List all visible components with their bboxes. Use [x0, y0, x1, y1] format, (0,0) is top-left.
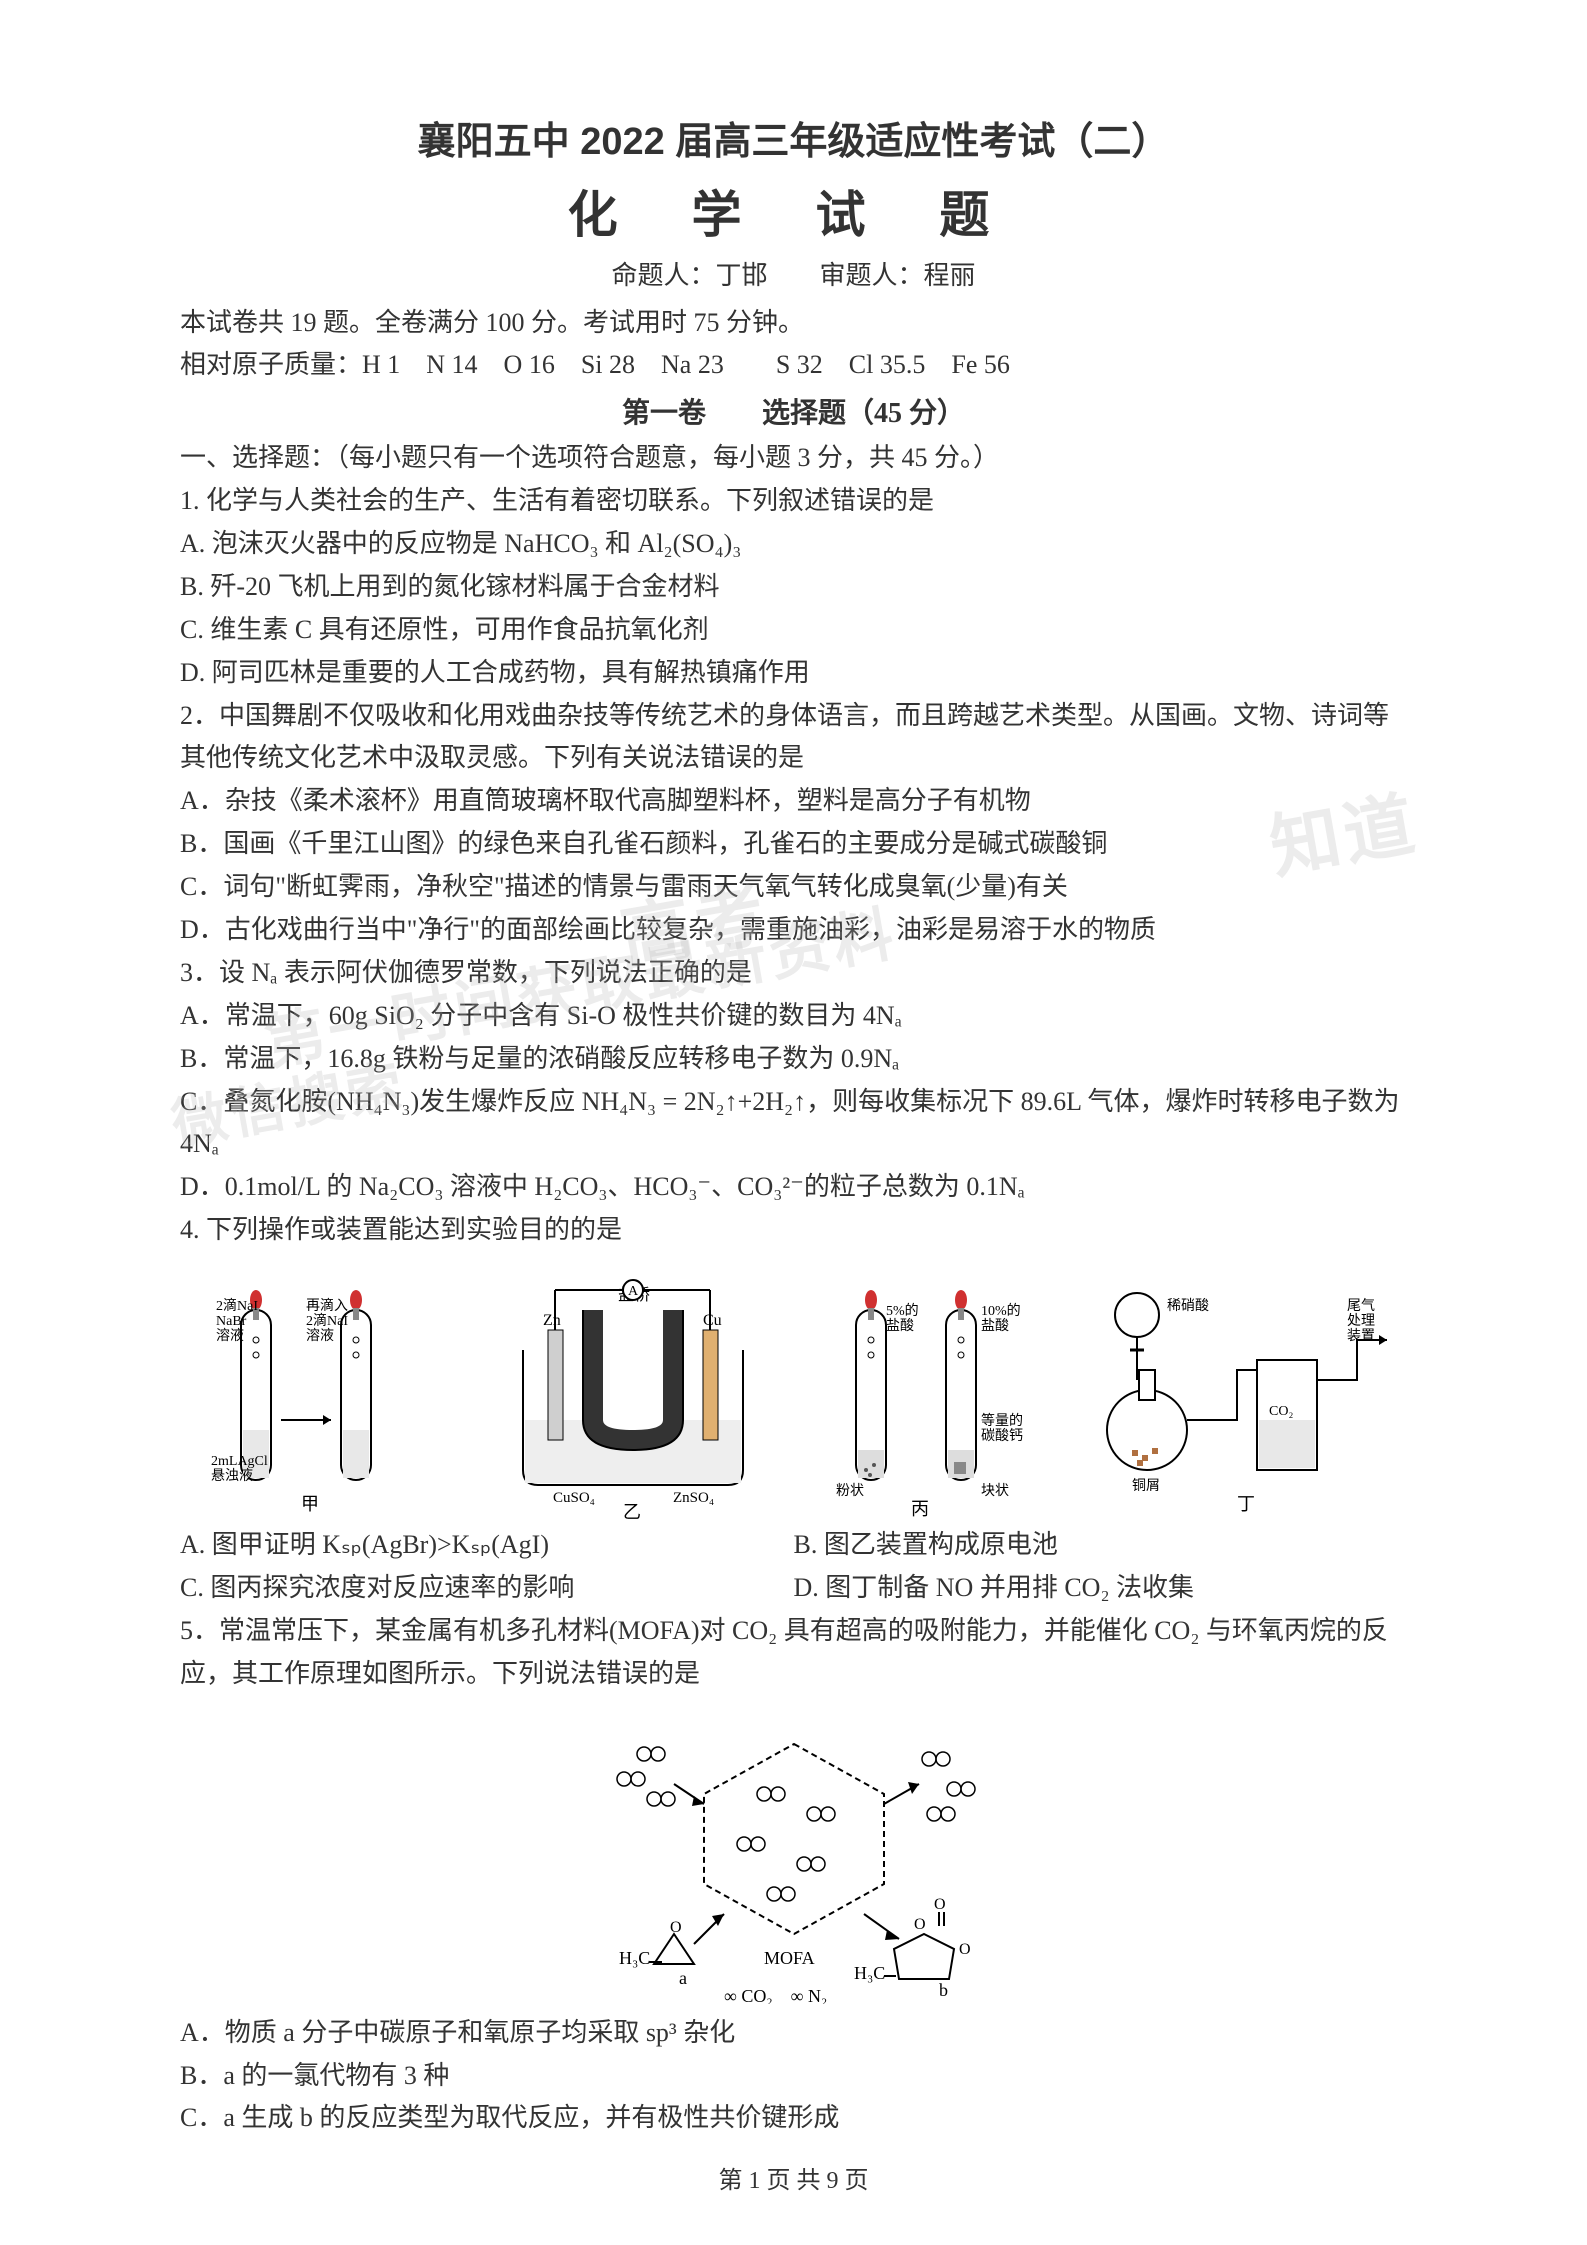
q4-option-a: A. 图甲证明 Kₛₚ(AgBr)>Kₛₚ(AgI) [180, 1524, 794, 1567]
svg-text:A: A [628, 1284, 639, 1299]
svg-text:丁: 丁 [1237, 1494, 1255, 1514]
section-instruction: 一、选择题：（每小题只有一个选项符合题意，每小题 3 分，共 45 分。） [180, 437, 1407, 480]
q4-options: A. 图甲证明 Kₛₚ(AgBr)>Kₛₚ(AgI) B. 图乙装置构成原电池 … [180, 1524, 1407, 1610]
svg-text:MOFA: MOFA [764, 1948, 815, 1968]
title-sub: 化 学 试 题 [180, 175, 1407, 247]
svg-text:再滴入: 再滴入 [306, 1297, 348, 1314]
svg-text:等量的: 等量的 [981, 1412, 1023, 1429]
q3-option-a: A．常温下，60g SiO₂ 分子中含有 Si-O 极性共价键的数目为 4Nₐ [180, 995, 1407, 1038]
meta-line-1: 本试卷共 19 题。全卷满分 100 分。考试用时 75 分钟。 [180, 302, 1407, 344]
q1-stem: 1. 化学与人类社会的生产、生活有着密切联系。下列叙述错误的是 [180, 480, 1407, 523]
page-footer: 第 1 页 共 9 页 [0, 2160, 1587, 2195]
q1-option-d: D. 阿司匹林是重要的人工合成药物，具有解热镇痛作用 [180, 652, 1407, 695]
q4-stem: 4. 下列操作或装置能达到实验目的的是 [180, 1209, 1407, 1252]
q1-option-a: A. 泡沫灭火器中的反应物是 NaHCO₃ 和 Al₂(SO₄)₃ [180, 523, 1407, 566]
svg-text:2mLAgCl: 2mLAgCl [211, 1454, 268, 1469]
q5-diagram: O H₃C a MOFA O O O H₃C b [180, 1704, 1407, 2004]
svg-text:碳酸钙: 碳酸钙 [981, 1428, 1023, 1444]
svg-text:块状: 块状 [981, 1483, 1009, 1499]
svg-text:盐酸: 盐酸 [886, 1318, 914, 1334]
svg-text:粉状: 粉状 [836, 1483, 864, 1499]
exam-page: 襄阳五中 2022 届高三年级适应性考试（二） 化 学 试 题 命题人：丁邯 审… [0, 0, 1587, 2245]
svg-text:悬浊液: 悬浊液 [211, 1468, 253, 1484]
q2-option-d: D．古化戏曲行当中"净行"的面部绘画比较复杂，需重施油彩，油彩是易溶于水的物质 [180, 909, 1407, 952]
q3-option-d: D．0.1mol/L 的 Na₂CO₃ 溶液中 H₂CO₃、HCO₃⁻、CO₃²… [180, 1166, 1407, 1209]
q3-stem: 3．设 Nₐ 表示阿伏伽德罗常数，下列说法正确的是 [180, 952, 1407, 995]
svg-text:装置: 装置 [1347, 1328, 1375, 1344]
svg-text:ZnSO₄: ZnSO₄ [673, 1490, 714, 1506]
svg-text:NaBr: NaBr [216, 1314, 247, 1329]
q5-option-c: C．a 生成 b 的反应类型为取代反应，并有极性共价键形成 [180, 2097, 1407, 2140]
svg-text:盐酸: 盐酸 [981, 1318, 1009, 1334]
diagram-yi: 盐桥 Zn Cu A CuSO₄ ZnSO₄ 乙 [482, 1270, 784, 1520]
svg-text:稀硝酸: 稀硝酸 [1167, 1298, 1209, 1314]
q4-option-b: B. 图乙装置构成原电池 [794, 1524, 1408, 1567]
svg-text:2滴NaI: 2滴NaI [306, 1312, 348, 1329]
svg-text:H₃C: H₃C [854, 1963, 885, 1983]
svg-text:O: O [914, 1916, 926, 1933]
svg-text:H₃C: H₃C [619, 1948, 650, 1968]
svg-text:b: b [939, 1980, 948, 2000]
diagram-jia-label: 甲 [301, 1494, 319, 1514]
svg-text:Zn: Zn [543, 1312, 561, 1329]
svg-text:处理: 处理 [1347, 1313, 1375, 1329]
svg-text:10%的: 10%的 [981, 1303, 1021, 1319]
diagram-jia: 2滴NaI NaBr 溶液 再滴入 2滴NaI 溶液 2mLAgCl 悬浊液 甲 [180, 1270, 482, 1520]
svg-text:CO₂: CO₂ [1269, 1404, 1293, 1419]
svg-text:CuSO₄: CuSO₄ [553, 1490, 595, 1506]
svg-text:乙: 乙 [623, 1502, 641, 1520]
q5-stem: 5．常温常压下，某金属有机多孔材料(MOFA)对 CO₂ 具有超高的吸附能力，并… [180, 1610, 1407, 1696]
svg-text:a: a [679, 1968, 687, 1988]
q2-stem: 2．中国舞剧不仅吸收和化用戏曲杂技等传统艺术的身体语言，而且跨越艺术类型。从国画… [180, 695, 1407, 781]
svg-text:溶液: 溶液 [216, 1328, 244, 1344]
q4-option-c: C. 图丙探究浓度对反应速率的影响 [180, 1567, 794, 1610]
svg-text:尾气: 尾气 [1347, 1298, 1375, 1314]
q2-option-a: A．杂技《柔术滚杯》用直筒玻璃杯取代高脚塑料杯，塑料是高分子有机物 [180, 780, 1407, 823]
title-main: 襄阳五中 2022 届高三年级适应性考试（二） [180, 110, 1407, 165]
svg-text:O: O [670, 1919, 682, 1936]
authors-line: 命题人：丁邯 审题人：程丽 [180, 255, 1407, 292]
diagram-bing: 5%的 盐酸 10%的 盐酸 等量的 碳酸钙 粉状 块状 丙 [785, 1270, 1087, 1520]
q5-option-a: A．物质 a 分子中碳原子和氧原子均采取 sp³ 杂化 [180, 2012, 1407, 2055]
q1-option-c: C. 维生素 C 具有还原性，可用作食品抗氧化剂 [180, 609, 1407, 652]
svg-text:丙: 丙 [911, 1499, 929, 1519]
section-header: 第一卷 选择题（45 分） [180, 391, 1407, 431]
svg-text:5%的: 5%的 [886, 1303, 919, 1319]
q5-option-b: B．a 的一氯代物有 3 种 [180, 2055, 1407, 2098]
diagram-ding: 稀硝酸 铜屑 CO₂ 尾气 处理 [1087, 1270, 1407, 1520]
svg-text:O: O [959, 1941, 971, 1958]
q2-option-c: C．词句"断虹霁雨，净秋空"描述的情景与雷雨天气氧气转化成臭氧(少量)有关 [180, 866, 1407, 909]
q2-option-b: B．国画《千里江山图》的绿色来自孔雀石颜料，孔雀石的主要成分是碱式碳酸铜 [180, 823, 1407, 866]
q3-option-c: C．叠氮化胺(NH₄N₃)发生爆炸反应 NH₄N₃ = 2N₂↑+2H₂↑，则每… [180, 1081, 1407, 1167]
svg-text:Cu: Cu [703, 1312, 722, 1329]
svg-text:溶液: 溶液 [306, 1328, 334, 1344]
svg-text:2滴NaI: 2滴NaI [216, 1297, 258, 1314]
q4-diagrams: 2滴NaI NaBr 溶液 再滴入 2滴NaI 溶液 2mLAgCl 悬浊液 甲 [180, 1260, 1407, 1520]
meta-line-2: 相对原子质量：H 1 N 14 O 16 Si 28 Na 23 S 32 Cl… [180, 344, 1407, 386]
svg-text:铜屑: 铜屑 [1132, 1478, 1160, 1494]
q5-legend: ∞ CO₂ ∞ N₂ [724, 1986, 827, 2004]
q4-option-d: D. 图丁制备 NO 并用排 CO₂ 法收集 [794, 1567, 1408, 1610]
svg-text:O: O [934, 1896, 946, 1913]
q3-option-b: B．常温下，16.8g 铁粉与足量的浓硝酸反应转移电子数为 0.9Nₐ [180, 1038, 1407, 1081]
q1-option-b: B. 歼-20 飞机上用到的氮化镓材料属于合金材料 [180, 566, 1407, 609]
